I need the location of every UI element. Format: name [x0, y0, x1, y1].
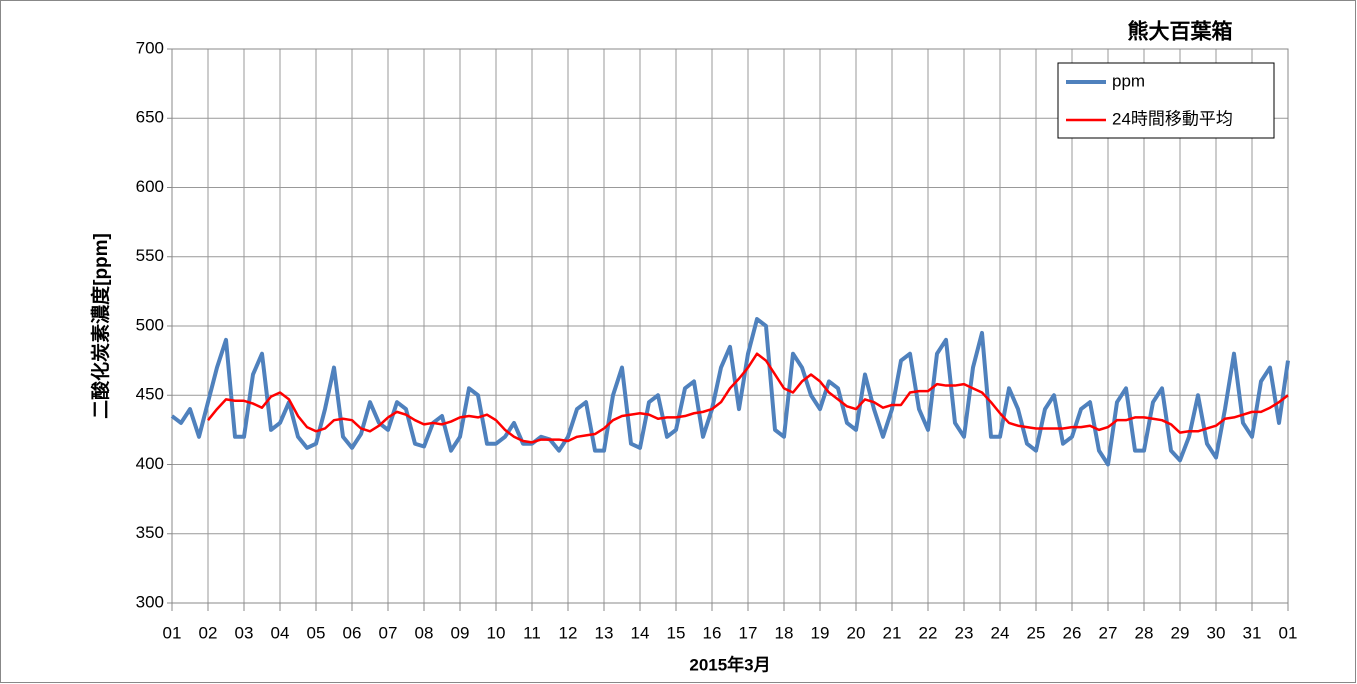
- x-tick-label: 01: [163, 623, 182, 642]
- x-tick-label: 21: [883, 623, 902, 642]
- y-tick-label: 400: [136, 454, 164, 473]
- x-tick-label: 05: [307, 623, 326, 642]
- series-line: [207, 352, 1289, 444]
- chart-title: 熊大百葉箱: [1128, 20, 1233, 44]
- x-tick-label: 23: [955, 623, 974, 642]
- x-tick-label: 14: [631, 623, 650, 642]
- x-tick-label: 17: [739, 623, 758, 642]
- series-line: [170, 317, 1290, 467]
- x-tick-label: 15: [667, 623, 686, 642]
- x-tick-label: 06: [343, 623, 362, 642]
- y-tick-label: 550: [136, 246, 164, 265]
- y-tick-label: 600: [136, 177, 164, 196]
- x-tick-label: 04: [271, 623, 290, 642]
- x-tick-label: 01: [1279, 623, 1298, 642]
- legend-label: ppm: [1112, 71, 1145, 90]
- x-tick-label: 30: [1207, 623, 1226, 642]
- legend-box: [1057, 62, 1275, 139]
- x-tick-label: 13: [595, 623, 614, 642]
- x-tick-label: 29: [1171, 623, 1190, 642]
- x-tick-label: 11: [523, 623, 541, 642]
- x-tick-label: 07: [379, 623, 398, 642]
- x-tick-label: 16: [703, 623, 722, 642]
- y-tick-label: 500: [136, 315, 164, 334]
- x-tick-label: 20: [847, 623, 866, 642]
- x-tick-label: 02: [199, 623, 218, 642]
- legend-label: 24時間移動平均: [1112, 109, 1233, 128]
- x-tick-label: 10: [487, 623, 506, 642]
- x-axis-label: 2015年3月: [689, 654, 770, 674]
- x-tick-label: 31: [1243, 623, 1262, 642]
- x-tick-label: 25: [1027, 623, 1046, 642]
- x-tick-label: 12: [559, 623, 578, 642]
- x-tick-label: 19: [811, 623, 830, 642]
- x-tick-label: 08: [415, 623, 434, 642]
- x-tick-label: 03: [235, 623, 254, 642]
- y-tick-label: 300: [136, 592, 164, 611]
- y-axis-label: 二酸化炭素濃度[ppm]: [89, 233, 112, 419]
- y-tick-label: 650: [136, 108, 164, 127]
- x-tick-label: 26: [1063, 623, 1082, 642]
- y-tick-label: 350: [136, 523, 164, 542]
- x-tick-label: 24: [991, 623, 1010, 642]
- x-tick-label: 22: [919, 623, 938, 642]
- x-tick-label: 28: [1135, 623, 1154, 642]
- plot-frame: [171, 48, 1289, 604]
- y-tick-label: 700: [136, 38, 164, 57]
- x-tick-label: 18: [775, 623, 794, 642]
- x-tick-label: 27: [1099, 623, 1118, 642]
- x-tick-label: 09: [451, 623, 470, 642]
- y-tick-label: 450: [136, 385, 164, 404]
